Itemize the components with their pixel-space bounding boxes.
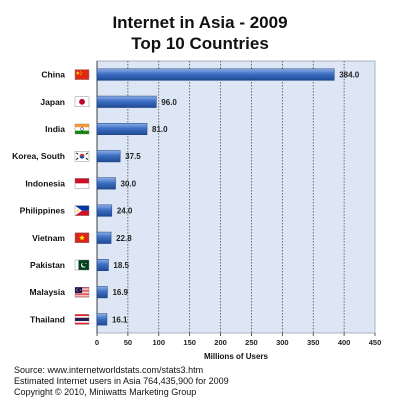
category-label: India bbox=[45, 124, 65, 134]
south-korea-flag-icon bbox=[74, 150, 90, 162]
x-tick-label: 50 bbox=[124, 338, 132, 347]
copyright-text: Copyright © 2010, Miniwatts Marketing Gr… bbox=[14, 387, 197, 397]
footer: Source: www.internetworldstats.com/stats… bbox=[14, 365, 229, 398]
bar-indonesia bbox=[96, 177, 116, 190]
x-axis-title: Millions of Users bbox=[204, 352, 269, 361]
category-labels: China Japan India Korea, South Indonesia Phil… bbox=[12, 69, 90, 325]
category-label: Malaysia bbox=[30, 287, 66, 297]
bar-india bbox=[96, 123, 148, 135]
data-label: 18.5 bbox=[113, 261, 129, 270]
chart-title: Internet in Asia - 2009 bbox=[112, 13, 287, 32]
data-label: 384.0 bbox=[339, 71, 360, 80]
bar-korea-south bbox=[96, 150, 121, 163]
vietnam-flag-icon bbox=[74, 232, 90, 244]
japan-flag-icon bbox=[74, 96, 90, 108]
x-tick-label: 250 bbox=[245, 338, 258, 347]
category-label: Vietnam bbox=[32, 233, 65, 243]
pakistan-flag-icon bbox=[74, 259, 90, 271]
x-tick-label: 200 bbox=[214, 338, 227, 347]
category-label: Korea, South bbox=[12, 151, 65, 161]
chart: Internet in Asia - 2009 Top 10 Countries… bbox=[12, 13, 381, 361]
data-label: 30.0 bbox=[121, 179, 137, 188]
data-label: 96.0 bbox=[161, 98, 177, 107]
x-tick-label: 350 bbox=[307, 338, 320, 347]
estimate-text: Estimated Internet users in Asia 764,435… bbox=[14, 376, 229, 386]
thailand-flag-icon bbox=[74, 314, 90, 325]
china-flag-icon bbox=[74, 69, 90, 80]
indonesia-flag-icon bbox=[74, 178, 90, 189]
data-label: 22.8 bbox=[116, 234, 132, 243]
india-flag-icon bbox=[74, 123, 90, 135]
bar-china bbox=[96, 68, 335, 81]
data-label: 24.0 bbox=[117, 207, 133, 216]
bar-thailand bbox=[96, 313, 108, 326]
bars: 384.0 96.0 81.0 37.5 30.0 24.0 22.8 18.5 16.9 16.… bbox=[96, 68, 360, 326]
philippines-flag-icon bbox=[74, 205, 90, 216]
data-label: 16.9 bbox=[112, 288, 128, 297]
x-axis-ticks: 0 50 100 150 200 250 300 350 400 450 bbox=[95, 333, 381, 347]
bar-malaysia bbox=[96, 286, 108, 299]
data-label: 81.0 bbox=[152, 125, 168, 134]
category-label: Indonesia bbox=[25, 178, 65, 188]
bar-vietnam bbox=[96, 231, 112, 244]
x-tick-label: 300 bbox=[276, 338, 289, 347]
bar-philippines bbox=[96, 204, 113, 217]
malaysia-flag-icon bbox=[74, 287, 90, 298]
x-tick-label: 100 bbox=[153, 338, 166, 347]
category-label: Pakistan bbox=[30, 260, 65, 270]
source-text: Source: www.internetworldstats.com/stats… bbox=[14, 365, 204, 375]
x-tick-label: 400 bbox=[338, 338, 351, 347]
x-tick-label: 450 bbox=[369, 338, 382, 347]
category-label: Philippines bbox=[20, 206, 66, 216]
category-label: Thailand bbox=[30, 314, 65, 324]
data-label: 16.1 bbox=[112, 315, 128, 324]
x-tick-label: 150 bbox=[183, 338, 196, 347]
x-tick-label: 0 bbox=[95, 338, 99, 347]
bar-japan bbox=[96, 95, 157, 108]
data-label: 37.5 bbox=[125, 152, 141, 161]
category-label: China bbox=[41, 70, 65, 80]
bar-pakistan bbox=[96, 259, 109, 271]
chart-subtitle: Top 10 Countries bbox=[131, 34, 269, 53]
category-label: Japan bbox=[40, 97, 65, 107]
